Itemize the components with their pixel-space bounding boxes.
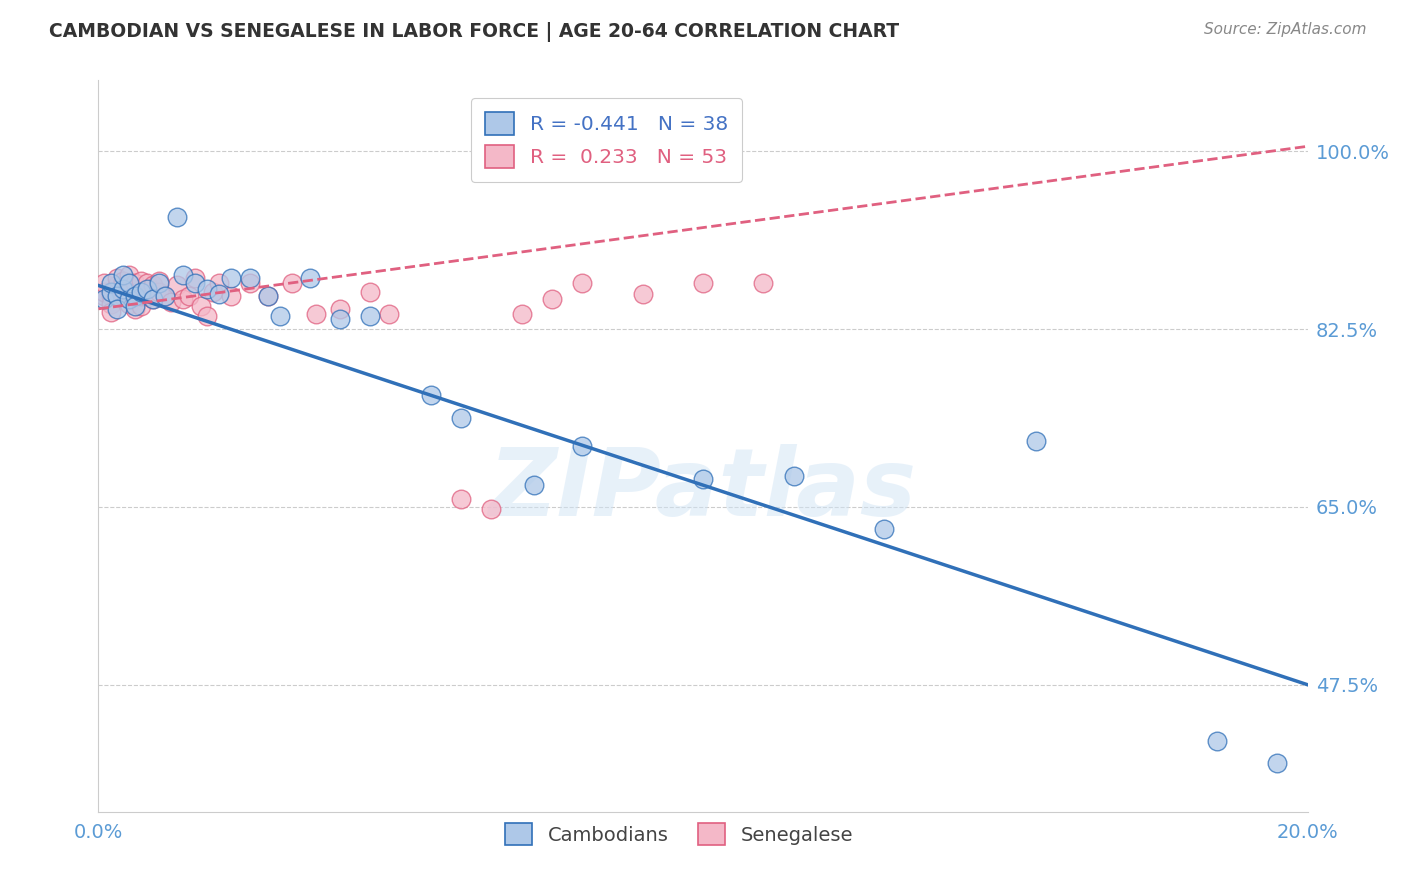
Point: [1267, 756, 1289, 770]
Point: [221, 271, 243, 285]
Point: [208, 286, 231, 301]
Point: [360, 309, 382, 323]
Point: [329, 312, 352, 326]
Point: [135, 288, 157, 302]
Point: [329, 301, 352, 316]
Point: [571, 439, 593, 453]
Point: [153, 288, 176, 302]
Point: [100, 297, 122, 311]
Point: [184, 271, 207, 285]
Point: [129, 275, 152, 289]
Point: [100, 305, 122, 319]
Point: [166, 211, 188, 225]
Point: [172, 268, 194, 283]
Point: [93, 277, 115, 291]
Point: [153, 288, 176, 302]
Point: [111, 268, 134, 283]
Point: [100, 285, 122, 299]
Point: [118, 285, 141, 299]
Point: [510, 307, 533, 321]
Point: [221, 288, 243, 302]
Point: [420, 388, 443, 402]
Point: [299, 271, 322, 285]
Point: [100, 277, 122, 291]
Point: [692, 277, 714, 291]
Point: [239, 271, 262, 285]
Point: [148, 277, 170, 291]
Point: [166, 278, 188, 293]
Point: [148, 285, 170, 299]
Point: [873, 522, 896, 536]
Point: [172, 292, 194, 306]
Point: [129, 288, 152, 302]
Point: [481, 502, 503, 516]
Point: [450, 410, 472, 425]
Point: [105, 288, 128, 302]
Point: [142, 292, 165, 306]
Point: [129, 299, 152, 313]
Point: [190, 299, 212, 313]
Point: [118, 297, 141, 311]
Point: [129, 285, 152, 299]
Point: [111, 288, 134, 302]
Point: [111, 281, 134, 295]
Point: [523, 477, 546, 491]
Point: [142, 278, 165, 293]
Point: [111, 285, 134, 299]
Text: CAMBODIAN VS SENEGALESE IN LABOR FORCE | AGE 20-64 CORRELATION CHART: CAMBODIAN VS SENEGALESE IN LABOR FORCE |…: [49, 22, 900, 42]
Point: [93, 288, 115, 302]
Text: ZIPatlas: ZIPatlas: [489, 444, 917, 536]
Point: [269, 309, 291, 323]
Point: [105, 271, 128, 285]
Point: [105, 278, 128, 293]
Point: [118, 268, 141, 283]
Point: [160, 294, 183, 309]
Point: [105, 288, 128, 302]
Point: [571, 277, 593, 291]
Point: [239, 277, 262, 291]
Point: [100, 288, 122, 302]
Point: [1024, 434, 1046, 448]
Point: [195, 309, 218, 323]
Point: [450, 491, 472, 506]
Point: [1206, 733, 1229, 747]
Point: [105, 301, 128, 316]
Point: [692, 471, 714, 485]
Text: Source: ZipAtlas.com: Source: ZipAtlas.com: [1204, 22, 1367, 37]
Point: [631, 286, 654, 301]
Point: [135, 277, 157, 291]
Point: [142, 292, 165, 306]
Legend: Cambodians, Senegalese: Cambodians, Senegalese: [496, 815, 860, 854]
Point: [360, 285, 382, 299]
Point: [93, 285, 115, 299]
Point: [256, 288, 278, 302]
Point: [208, 277, 231, 291]
Point: [184, 277, 207, 291]
Point: [124, 301, 146, 316]
Point: [179, 288, 201, 302]
Point: [124, 288, 146, 302]
Point: [148, 275, 170, 289]
Point: [135, 281, 157, 295]
Point: [93, 292, 115, 306]
Point: [540, 292, 562, 306]
Point: [118, 277, 141, 291]
Point: [124, 277, 146, 291]
Point: [256, 288, 278, 302]
Point: [124, 288, 146, 302]
Point: [783, 469, 806, 483]
Point: [305, 307, 328, 321]
Point: [377, 307, 399, 321]
Point: [111, 275, 134, 289]
Point: [281, 277, 304, 291]
Point: [752, 277, 775, 291]
Point: [124, 299, 146, 313]
Point: [118, 292, 141, 306]
Point: [202, 285, 225, 299]
Point: [195, 281, 218, 295]
